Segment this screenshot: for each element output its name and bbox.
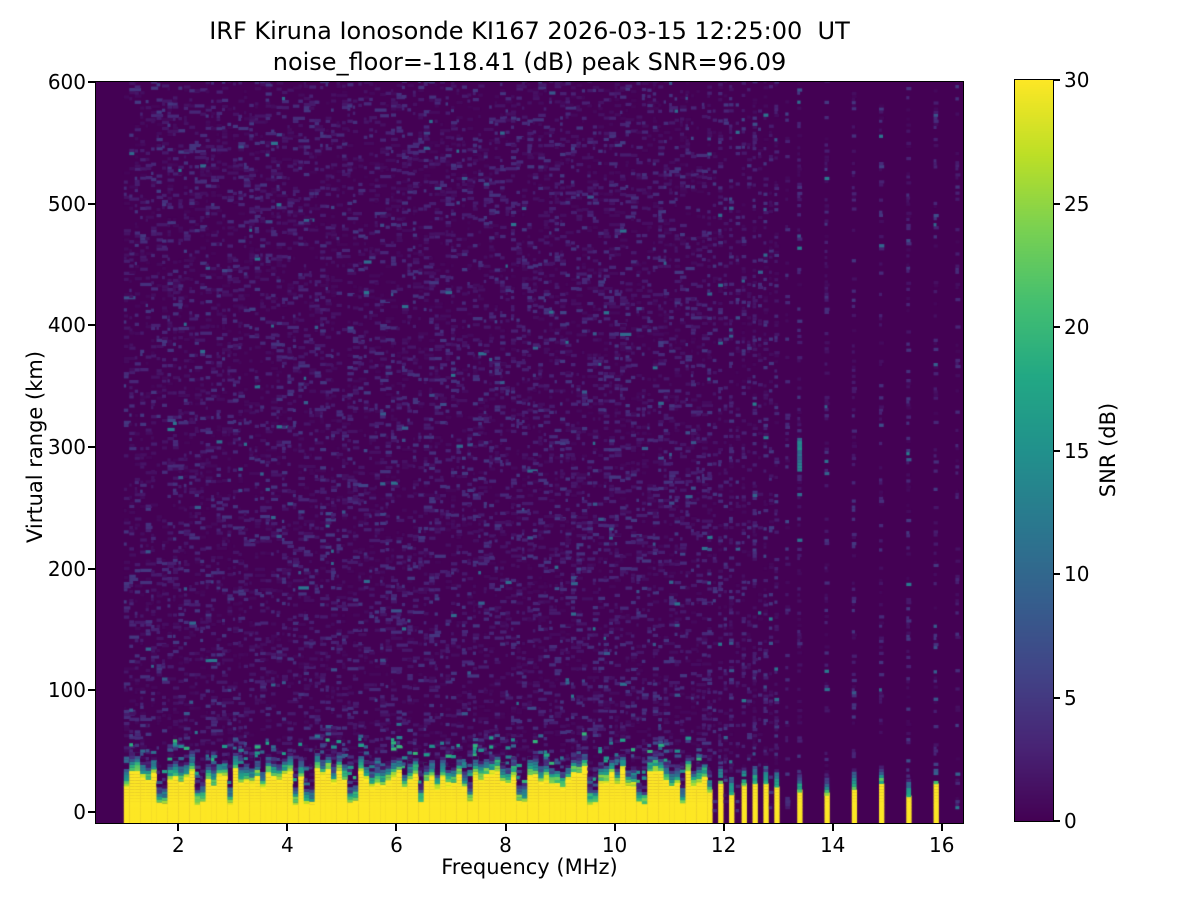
x-tick-mark [722, 824, 725, 831]
x-tick-label: 16 [928, 833, 955, 857]
x-tick-mark [613, 824, 616, 831]
colorbar-tick-label: 25 [1064, 191, 1090, 216]
colorbar-tick-mark [1054, 79, 1060, 81]
x-tick-mark [286, 824, 289, 831]
y-tick-label: 400 [47, 313, 86, 338]
x-tick-mark [831, 824, 834, 831]
colorbar-tick-mark [1054, 326, 1060, 328]
colorbar-tick-label: 5 [1064, 685, 1077, 710]
y-tick-mark [88, 446, 95, 449]
x-tick-mark [940, 824, 943, 831]
y-tick-mark [88, 324, 95, 327]
y-tick-label: 100 [47, 678, 86, 703]
colorbar [1014, 79, 1054, 822]
y-tick-label: 500 [47, 191, 86, 216]
colorbar-label: SNR (dB) [1096, 402, 1120, 498]
colorbar-tick-label: 15 [1064, 438, 1090, 463]
x-tick-label: 2 [171, 833, 185, 857]
colorbar-tick-label: 30 [1064, 68, 1090, 92]
y-tick-label: 200 [47, 556, 86, 581]
colorbar-tick-mark [1054, 696, 1060, 699]
colorbar-canvas [1015, 80, 1053, 821]
y-tick-label: 300 [47, 435, 86, 460]
colorbar-tick-label: 10 [1064, 562, 1090, 586]
colorbar-tick-label: 20 [1064, 315, 1090, 339]
colorbar-tick-mark [1054, 820, 1060, 822]
chart-subtitle: noise_floor=-118.41 (dB) peak SNR=96.09 [272, 48, 787, 76]
chart-title: IRF Kiruna Ionosonde KI167 2026-03-15 12… [209, 17, 850, 45]
x-tick-label: 8 [499, 833, 512, 857]
x-tick-label: 14 [819, 833, 846, 857]
x-tick-mark [395, 824, 398, 831]
x-tick-label: 10 [601, 833, 628, 857]
y-tick-mark [88, 567, 95, 570]
colorbar-tick-mark [1054, 449, 1060, 452]
y-tick-label: 0 [73, 800, 86, 825]
y-tick-label: 600 [47, 70, 86, 94]
x-tick-label: 12 [710, 833, 737, 857]
plot-area [95, 81, 964, 824]
y-tick-mark [88, 202, 95, 205]
colorbar-tick-mark [1054, 202, 1060, 205]
x-tick-mark [177, 824, 180, 831]
colorbar-tick-label: 0 [1064, 809, 1077, 833]
y-tick-mark [88, 811, 95, 814]
y-tick-mark [88, 81, 95, 83]
colorbar-tick-mark [1054, 573, 1060, 575]
x-tick-label: 4 [281, 833, 294, 857]
heatmap-canvas [96, 82, 963, 823]
x-tick-label: 6 [390, 833, 403, 857]
x-axis-label: Frequency (MHz) [441, 855, 618, 879]
x-tick-mark [504, 824, 507, 831]
y-tick-mark [88, 689, 95, 692]
